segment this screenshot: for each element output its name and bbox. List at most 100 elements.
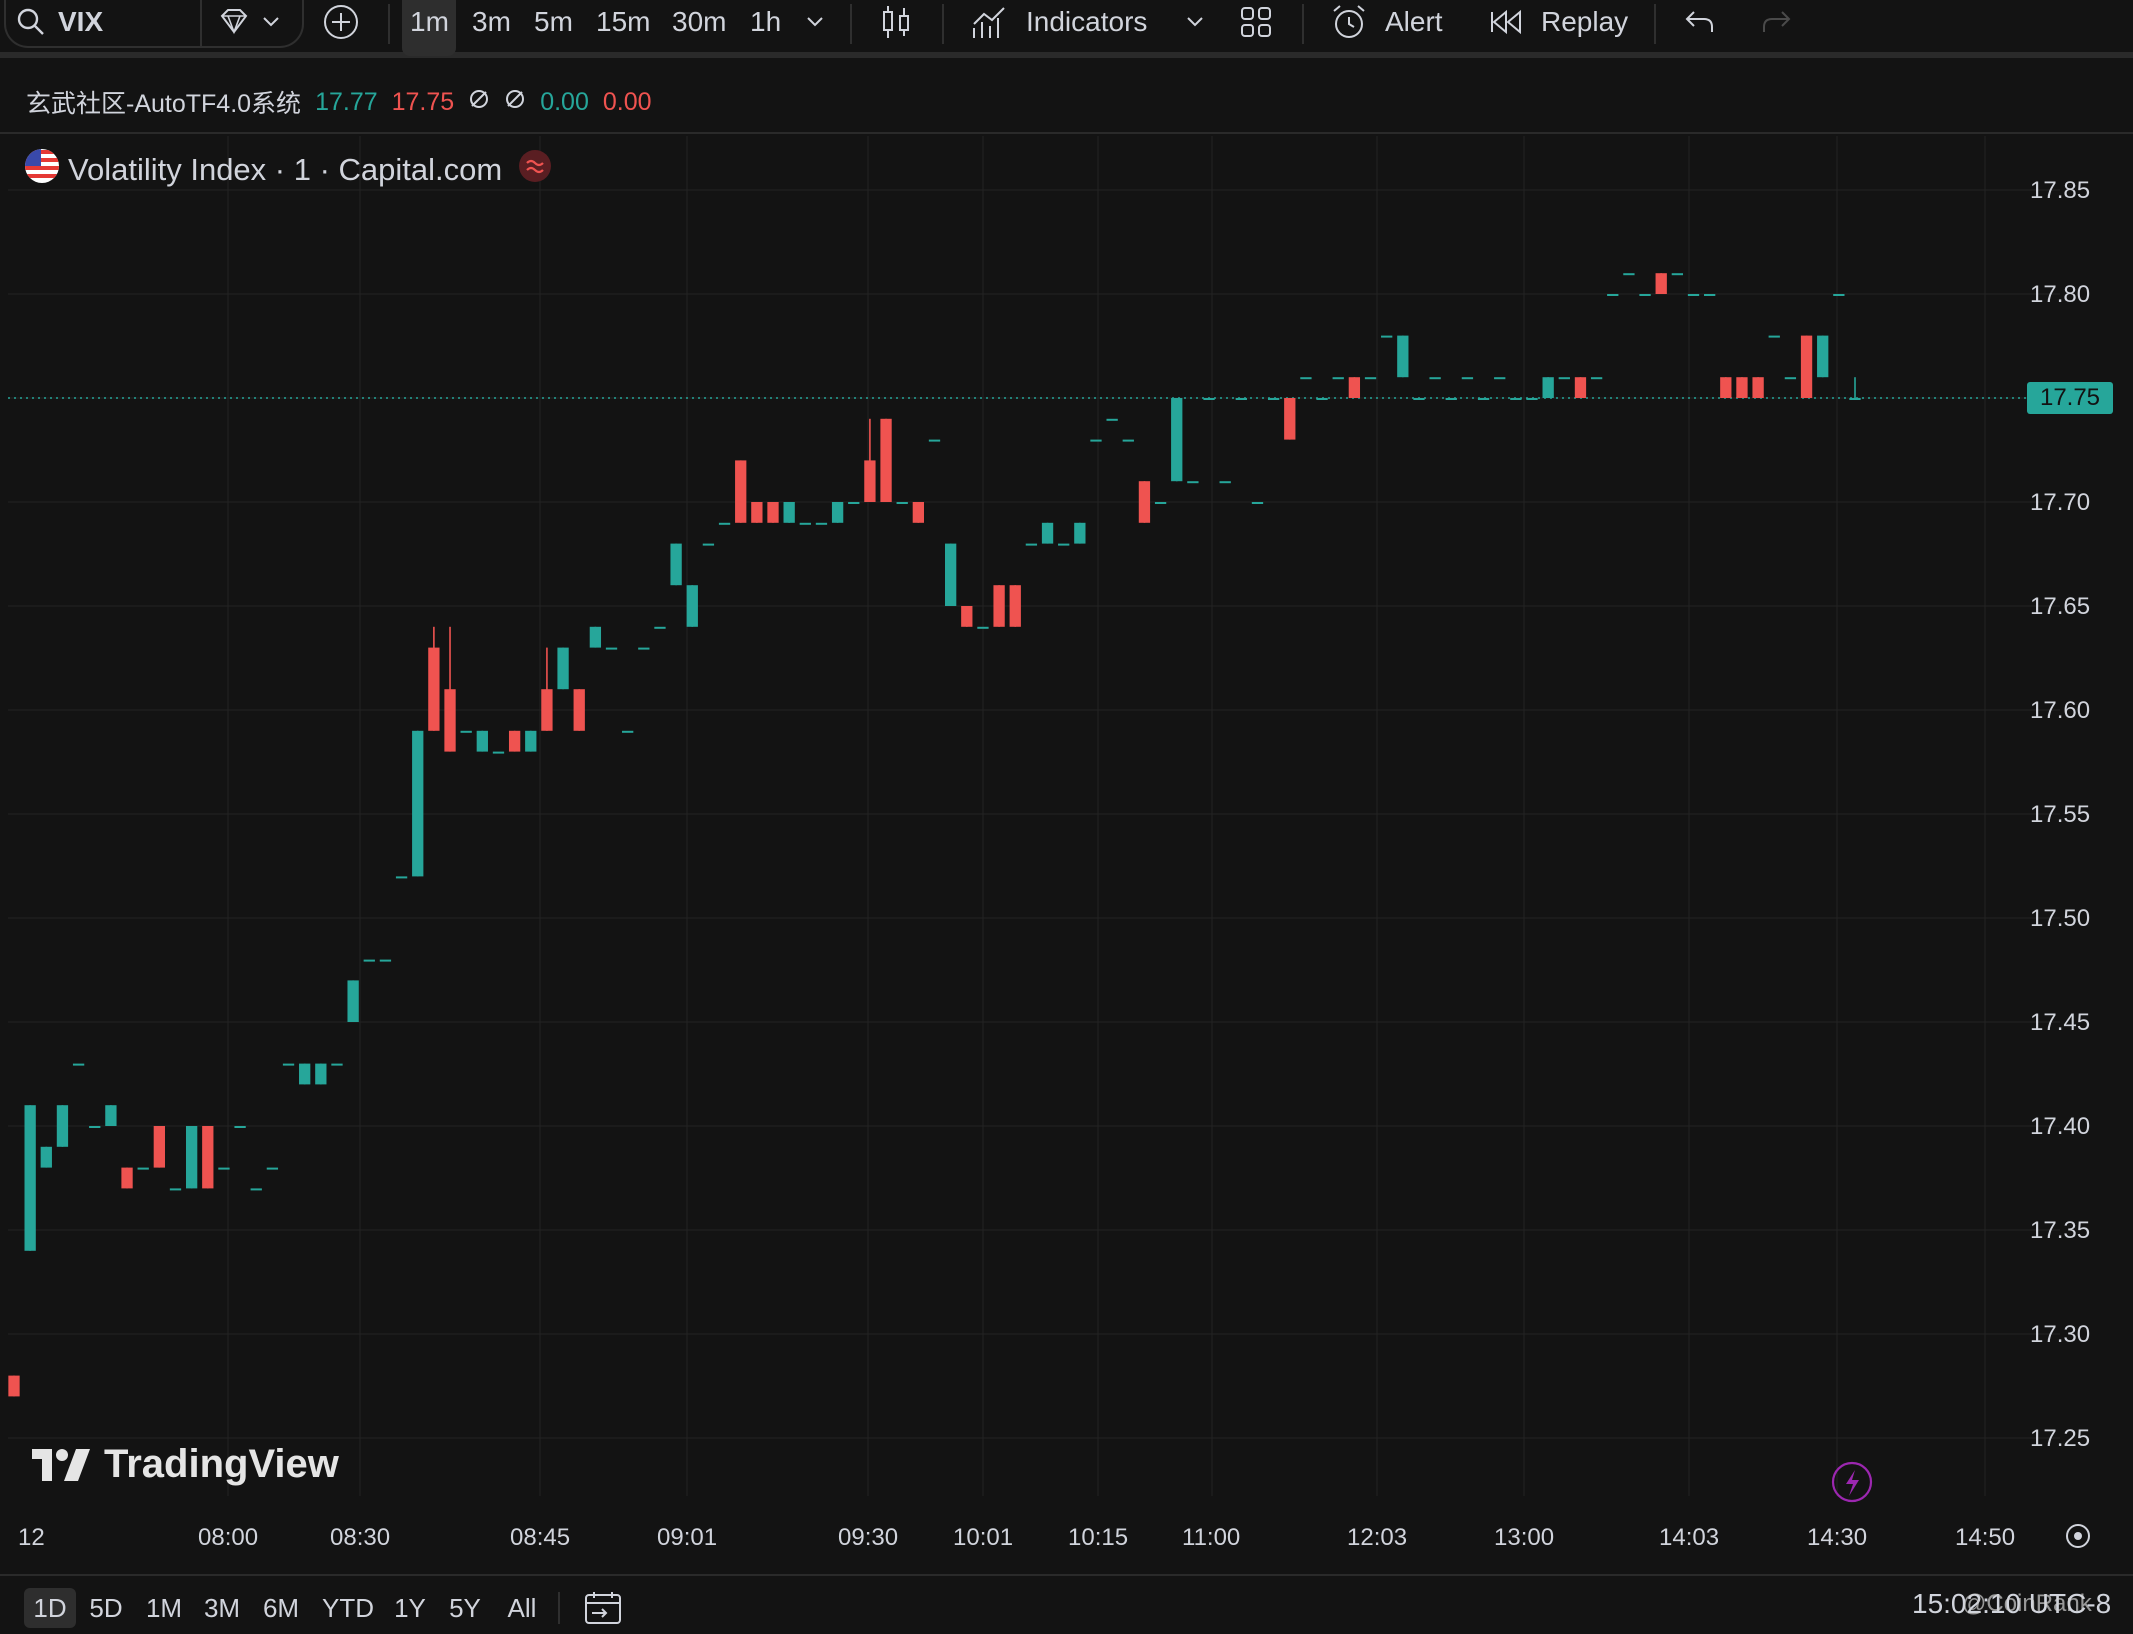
candle-body: [1510, 398, 1522, 400]
active-timeframe-highlight: [402, 0, 456, 56]
candle-body: [702, 543, 715, 546]
price-chart[interactable]: 17.85 17.80 17.75 17.70 17.65 17.60 17.55 17.50…: [0, 136, 2133, 1572]
range-1y[interactable]: 1Y: [394, 1592, 426, 1623]
symbol-label[interactable]: VIX: [58, 6, 104, 37]
candle-body: [24, 1105, 36, 1251]
candle-body: [428, 647, 440, 731]
candle-body: [412, 730, 424, 877]
candle-body: [654, 626, 666, 629]
candle-body: [1381, 335, 1393, 338]
candle-body: [185, 1126, 198, 1189]
search-icon[interactable]: [16, 0, 46, 44]
candle-body: [266, 1167, 279, 1170]
symbol-box-divider: [200, 0, 202, 46]
candle-body: [896, 502, 908, 504]
candle-body: [121, 1167, 133, 1189]
separator: [1302, 4, 1304, 44]
indicator-value-4: 0.00: [602, 87, 652, 116]
range-3m[interactable]: 3M: [203, 1592, 241, 1623]
indicators-icon[interactable]: [972, 0, 1008, 44]
timeframe-chevron-down-icon[interactable]: [806, 0, 824, 44]
separator: [1654, 4, 1656, 44]
na-icon: [504, 88, 526, 117]
range-5y[interactable]: 5Y: [449, 1592, 481, 1623]
candle-body: [622, 730, 634, 733]
diamond-icon[interactable]: [218, 0, 250, 44]
replay-button[interactable]: Replay: [1541, 6, 1629, 37]
candle-body: [1235, 398, 1247, 400]
timeframe-5m[interactable]: 5m: [534, 6, 573, 37]
current-price-label: 17.75: [2027, 382, 2113, 414]
candle-body: [864, 460, 876, 502]
candle-body: [557, 647, 569, 690]
indicator-legend[interactable]: 玄武社区-AutoTF4.0系统 17.77 17.75 0.00 0.00: [26, 84, 652, 120]
x-tick-label: 08:45: [510, 1524, 570, 1551]
y-tick-label: 17.25: [2030, 1425, 2090, 1452]
candle-body: [1477, 398, 1490, 400]
separator: [850, 4, 852, 44]
tradingview-logo-icon: [32, 1448, 90, 1481]
top-toolbar: VIX 1m 3m 5m 15m 30m 1h Indicators Alert…: [0, 0, 2133, 58]
clock-readout[interactable]: 15:02:10 UTC-8: [1912, 1588, 2112, 1619]
indicators-chevron-down-icon[interactable]: [1186, 0, 1204, 44]
indicators-button[interactable]: Indicators: [1026, 6, 1148, 37]
range-6m[interactable]: 6M: [262, 1592, 300, 1623]
range-all[interactable]: All: [507, 1592, 537, 1623]
candle-body: [993, 585, 1005, 627]
candle-body: [1300, 377, 1312, 380]
range-5d[interactable]: 5D: [89, 1592, 123, 1623]
candle-body: [589, 626, 602, 648]
legend-divider: [0, 132, 2133, 134]
candle-body: [1138, 481, 1151, 523]
range-1m[interactable]: 1M: [145, 1592, 183, 1623]
candle-body: [815, 522, 828, 525]
alert-button[interactable]: Alert: [1385, 6, 1443, 37]
candle-body: [1284, 398, 1296, 440]
layout-icon[interactable]: [1240, 0, 1272, 44]
replay-icon[interactable]: [1490, 0, 1524, 44]
candle-body: [379, 959, 392, 962]
candle-body: [1397, 335, 1409, 378]
symbol-title[interactable]: Volatility Index · 1 · Capital.com: [68, 152, 503, 187]
timeframe-15m[interactable]: 15m: [596, 6, 651, 37]
indicator-value-3: 0.00: [540, 87, 589, 116]
x-tick-label: 08:30: [330, 1524, 390, 1551]
symbol-search-box[interactable]: [4, 0, 304, 48]
timeframe-1h[interactable]: 1h: [750, 6, 782, 37]
candle-body: [89, 1126, 101, 1128]
candle-body: [718, 522, 731, 525]
y-tick-label: 17.40: [2030, 1113, 2090, 1140]
candle-body: [1639, 294, 1651, 296]
timeframe-3m[interactable]: 3m: [472, 6, 511, 37]
candle-body: [1574, 377, 1587, 398]
add-compare-icon[interactable]: [322, 0, 360, 44]
candle-body: [961, 606, 973, 627]
candle-body: [315, 1063, 327, 1085]
redo-icon[interactable]: [1760, 0, 1792, 44]
candle-body: [250, 1188, 262, 1191]
goto-date-icon[interactable]: [584, 1590, 624, 1631]
candle-body: [1445, 398, 1457, 400]
range-1d[interactable]: 1D: [24, 1588, 76, 1628]
alarm-clock-icon[interactable]: [1330, 0, 1368, 44]
timeframe-1m[interactable]: 1m: [410, 6, 449, 37]
candle-body: [573, 689, 585, 731]
undo-icon[interactable]: [1684, 0, 1716, 44]
timeframe-30m[interactable]: 30m: [672, 6, 727, 37]
data-source-icon[interactable]: [518, 149, 552, 191]
bottom-bar: 1D 5D 1M 3M 6M YTD 1Y 5Y All: [0, 1574, 2133, 1634]
range-ytd[interactable]: YTD: [322, 1592, 374, 1623]
candle-body: [1025, 543, 1038, 546]
candle-body: [1784, 377, 1797, 380]
candle-body: [8, 1375, 20, 1397]
y-tick-label: 17.65: [2030, 593, 2090, 620]
candle-body: [1154, 502, 1167, 504]
indicator-name: 玄武社区-AutoTF4.0系统: [26, 90, 302, 118]
candle-body: [1607, 294, 1619, 296]
tradingview-wordmark: TradingView: [104, 1442, 339, 1486]
candles-icon[interactable]: [880, 0, 912, 44]
y-tick-label: 17.85: [2030, 177, 2090, 204]
candle-body: [1542, 377, 1554, 398]
indicator-value-2: 17.75: [391, 87, 455, 116]
chevron-down-icon[interactable]: [262, 0, 280, 44]
